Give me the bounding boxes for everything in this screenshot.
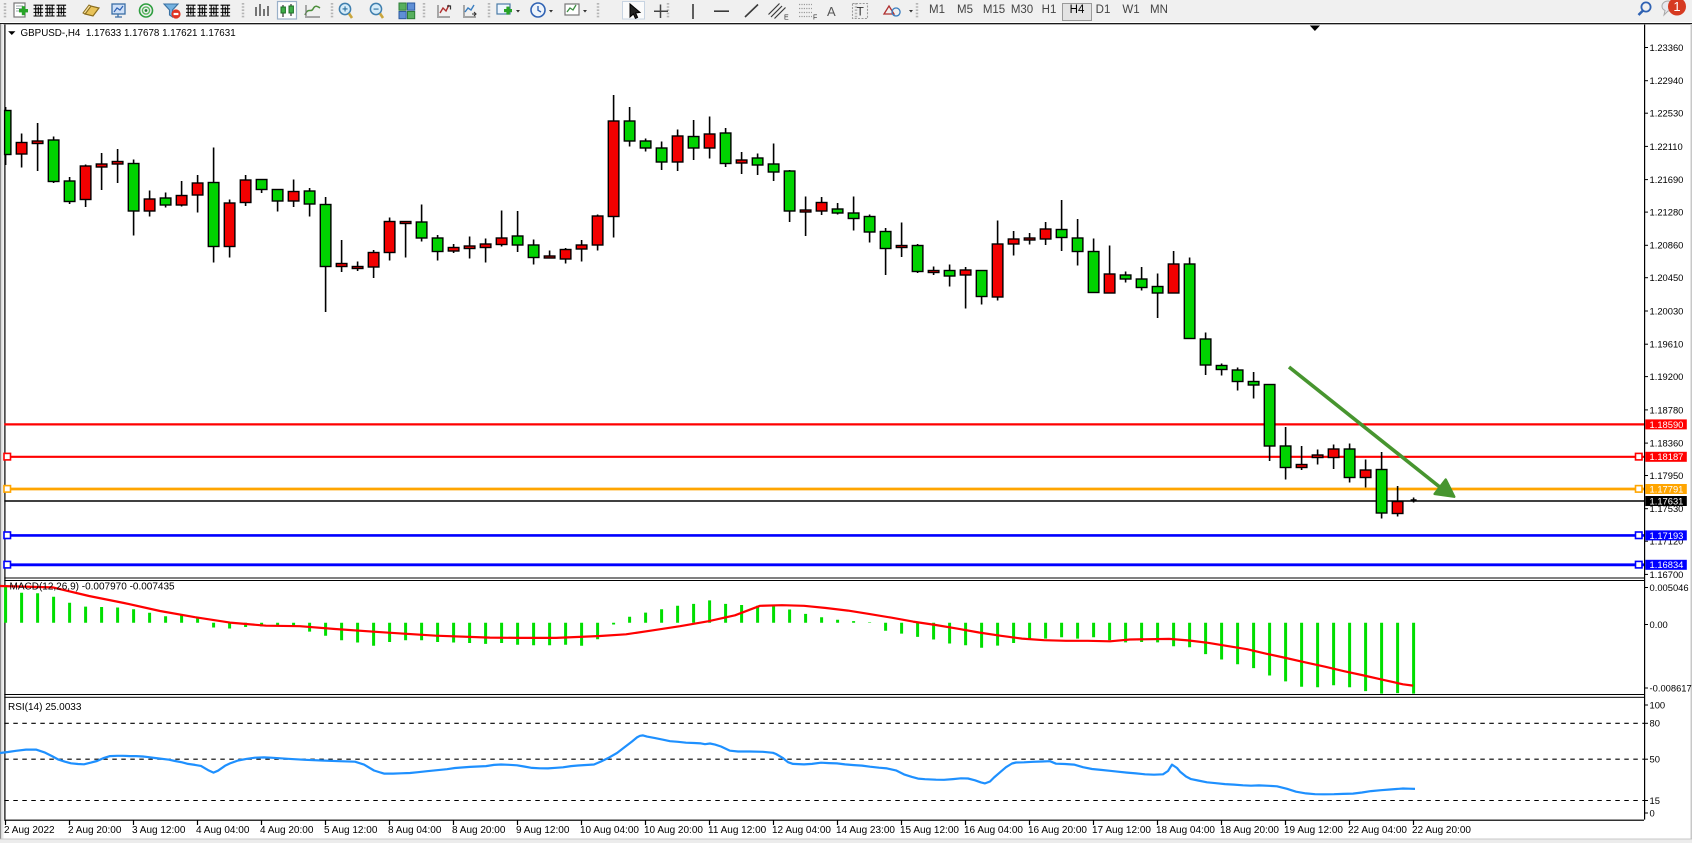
svg-text:50: 50 (1650, 754, 1660, 765)
svg-text:22 Aug 04:00: 22 Aug 04:00 (1348, 825, 1407, 836)
svg-text:+: + (342, 5, 348, 16)
svg-text:0.00: 0.00 (1650, 619, 1668, 630)
svg-text:17 Aug 12:00: 17 Aug 12:00 (1092, 825, 1151, 836)
svg-text:15: 15 (1650, 795, 1660, 806)
svg-text:1.18360: 1.18360 (1650, 438, 1684, 449)
svg-text:E: E (784, 15, 789, 22)
svg-text:18 Aug 20:00: 18 Aug 20:00 (1220, 825, 1279, 836)
svg-text:1.18780: 1.18780 (1650, 404, 1684, 415)
svg-text:1.22940: 1.22940 (1650, 75, 1684, 86)
svg-text:1.19200: 1.19200 (1650, 371, 1684, 382)
svg-text:1.22530: 1.22530 (1650, 108, 1684, 119)
svg-text:1.17530: 1.17530 (1650, 503, 1684, 514)
svg-text:A: A (827, 4, 836, 19)
svg-text:80: 80 (1650, 718, 1660, 729)
svg-text:GBPUSD-,H4 1.17633 1.17678 1.: GBPUSD-,H4 1.17633 1.17678 1.17621 1.176… (21, 28, 236, 39)
svg-text:1.19610: 1.19610 (1650, 339, 1684, 350)
svg-text:18 Aug 04:00: 18 Aug 04:00 (1156, 825, 1215, 836)
svg-text:1.20450: 1.20450 (1650, 272, 1684, 283)
svg-text:1.17120: 1.17120 (1650, 536, 1684, 547)
svg-text:10 Aug 04:00: 10 Aug 04:00 (580, 825, 639, 836)
svg-text:1.23360: 1.23360 (1650, 42, 1684, 53)
svg-text:-0.008617: -0.008617 (1650, 682, 1692, 693)
svg-text:8 Aug 20:00: 8 Aug 20:00 (452, 825, 506, 836)
svg-text:1.18187: 1.18187 (1650, 451, 1684, 462)
svg-text:1.17631: 1.17631 (1650, 495, 1684, 506)
svg-text:15 Aug 12:00: 15 Aug 12:00 (900, 825, 959, 836)
svg-text:F: F (813, 15, 817, 22)
svg-text:4 Aug 04:00: 4 Aug 04:00 (196, 825, 250, 836)
svg-text:3 Aug 12:00: 3 Aug 12:00 (132, 825, 186, 836)
svg-text:1.20860: 1.20860 (1650, 240, 1684, 251)
svg-text:RSI(14) 25.0033: RSI(14) 25.0033 (8, 702, 82, 713)
svg-text:1.17193: 1.17193 (1650, 530, 1684, 541)
svg-text:100: 100 (1650, 699, 1666, 710)
svg-text:1.17950: 1.17950 (1650, 470, 1684, 481)
svg-text:8 Aug 04:00: 8 Aug 04:00 (388, 825, 442, 836)
svg-text:1.21690: 1.21690 (1650, 174, 1684, 185)
svg-text:1.22110: 1.22110 (1650, 141, 1683, 152)
svg-text:0: 0 (1650, 807, 1655, 818)
svg-text:MACD(12,26,9) -0.007970 -0.007: MACD(12,26,9) -0.007970 -0.007435 (10, 582, 176, 593)
svg-text:22 Aug 20:00: 22 Aug 20:00 (1412, 825, 1471, 836)
svg-text:1.17791: 1.17791 (1650, 483, 1684, 494)
svg-text:−: − (373, 5, 379, 16)
svg-text:5 Aug 12:00: 5 Aug 12:00 (324, 825, 378, 836)
svg-text:1.18590: 1.18590 (1650, 419, 1684, 430)
svg-text:4 Aug 20:00: 4 Aug 20:00 (260, 825, 314, 836)
svg-text:2 Aug 2022: 2 Aug 2022 (4, 825, 55, 836)
svg-text:16 Aug 20:00: 16 Aug 20:00 (1028, 825, 1087, 836)
svg-text:T: T (857, 5, 865, 19)
svg-text:9 Aug 12:00: 9 Aug 12:00 (516, 825, 570, 836)
svg-text:1.20030: 1.20030 (1650, 305, 1684, 316)
svg-text:10 Aug 20:00: 10 Aug 20:00 (644, 825, 703, 836)
svg-text:0.005046: 0.005046 (1650, 582, 1689, 593)
svg-text:1.16700: 1.16700 (1650, 569, 1684, 580)
svg-text:19 Aug 12:00: 19 Aug 12:00 (1284, 825, 1343, 836)
svg-text:1: 1 (1673, 0, 1680, 14)
svg-text:14 Aug 23:00: 14 Aug 23:00 (836, 825, 895, 836)
svg-text:2 Aug 20:00: 2 Aug 20:00 (68, 825, 122, 836)
svg-text:1.16834: 1.16834 (1650, 559, 1684, 570)
svg-text:12 Aug 04:00: 12 Aug 04:00 (772, 825, 831, 836)
svg-text:16 Aug 04:00: 16 Aug 04:00 (964, 825, 1023, 836)
svg-text:1.21280: 1.21280 (1650, 207, 1684, 218)
svg-text:11 Aug 12:00: 11 Aug 12:00 (708, 825, 767, 836)
